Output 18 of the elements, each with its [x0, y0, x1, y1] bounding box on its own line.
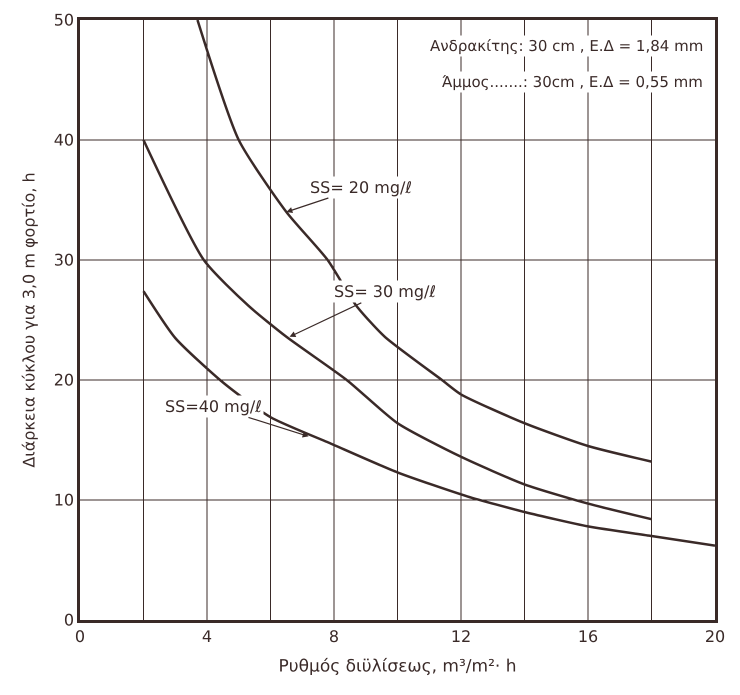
y-tick-label: 0: [64, 610, 74, 630]
annotation: Ανδρακίτης: 30 cm , Ε.Δ = 1,84 mm: [430, 37, 704, 55]
x-axis-title: Ρυθμός διϋλίσεως, m³/m²· h: [278, 656, 516, 676]
x-tick-label: 20: [704, 626, 726, 646]
annotation: SS= 20 mg/ℓ: [310, 178, 412, 197]
annotation: SS= 30 mg/ℓ: [334, 282, 436, 301]
x-tick-label: 4: [202, 626, 212, 646]
y-axis-title: Διάρκεια κύκλου για 3,0 m φορτίο, h: [20, 172, 39, 468]
x-tick-label: 8: [328, 626, 340, 646]
y-tick-label: 40: [54, 130, 74, 150]
annotation: SS=40 mg/ℓ: [165, 397, 262, 416]
annotation: Άμμος.......: 30cm , Ε.Δ = 0,55 mm: [442, 73, 703, 91]
y-tick-label: 50: [54, 10, 74, 30]
y-tick-label: 30: [54, 250, 74, 270]
y-tick-label: 10: [54, 490, 74, 510]
x-tick-label: 16: [578, 626, 598, 646]
x-tick-label: 12: [450, 626, 472, 646]
y-tick-label: 20: [54, 370, 74, 390]
